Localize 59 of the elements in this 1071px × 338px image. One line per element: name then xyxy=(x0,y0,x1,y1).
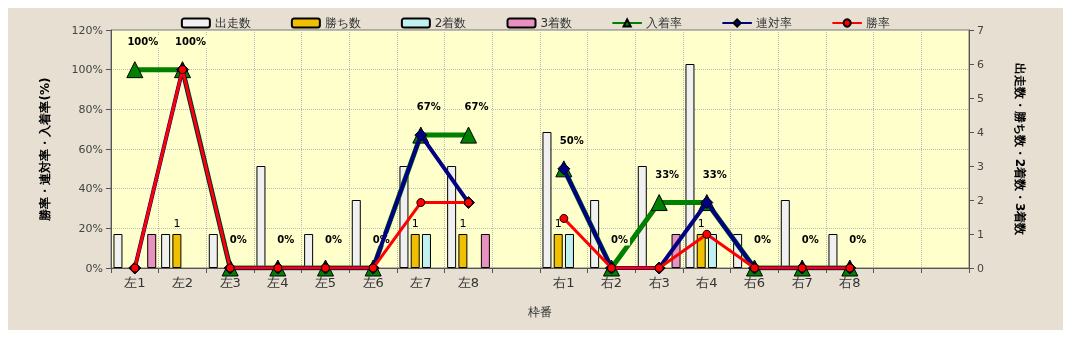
legend-label: 3着数 xyxy=(540,16,573,30)
data-label: 1 xyxy=(411,217,419,230)
data-label: 100% xyxy=(127,35,159,47)
legend-label: 2着数 xyxy=(434,16,467,30)
legend-label: 勝ち数 xyxy=(324,16,361,30)
x-tick-label: 左2 xyxy=(171,275,194,290)
x-tick-label: 左3 xyxy=(219,275,241,290)
data-label: 67% xyxy=(464,101,489,113)
data-label: 50% xyxy=(559,134,584,146)
data-label: 1 xyxy=(173,217,181,230)
y2-tick-label: 2 xyxy=(977,193,984,207)
y2-tick-label: 6 xyxy=(977,57,984,71)
data-label: 33% xyxy=(702,168,727,180)
y2-tick-label: 0 xyxy=(977,261,984,275)
y-tick-label: 100% xyxy=(71,63,103,77)
y2-tick-label: 5 xyxy=(977,91,984,105)
data-label: 0% xyxy=(325,234,342,245)
y-tick-label: 60% xyxy=(78,142,103,156)
x-tick-label: 左7 xyxy=(410,275,432,290)
x-tick-label: 左5 xyxy=(314,275,337,290)
data-label: 1 xyxy=(697,217,705,230)
legend-label: 勝率 xyxy=(866,16,891,30)
x-tick-label: 左1 xyxy=(124,275,146,290)
x-tick-label: 右6 xyxy=(743,275,766,290)
y-tick-label: 20% xyxy=(78,221,103,235)
legend-label: 入着率 xyxy=(646,16,683,30)
data-label: 0% xyxy=(277,234,295,245)
data-label: 33% xyxy=(655,168,680,180)
x-tick-label: 左4 xyxy=(267,275,289,290)
data-label: 0% xyxy=(801,234,819,245)
y-tick-label: 120% xyxy=(71,23,103,37)
x-tick-label: 右4 xyxy=(696,275,718,290)
data-label: 0% xyxy=(849,234,867,245)
x-tick-label: 左6 xyxy=(362,275,384,290)
y-tick-label: 40% xyxy=(78,182,103,196)
y-tick-label: 0% xyxy=(85,261,103,275)
x-tick-label: 右1 xyxy=(553,275,575,290)
y-tick-label: 80% xyxy=(78,102,103,116)
y2-tick-label: 4 xyxy=(977,125,984,139)
x-tick-label: 右8 xyxy=(839,275,861,290)
y2-tick-label: 7 xyxy=(977,23,984,37)
data-label: 67% xyxy=(416,101,441,113)
legend-label: 連対率 xyxy=(756,16,793,30)
x-tick-label: 右7 xyxy=(791,275,813,290)
x-tick-label: 左8 xyxy=(457,275,480,290)
y2-axis-title: 出走数・勝ち数・2着数・3着数 xyxy=(1013,62,1027,237)
data-label: 0% xyxy=(229,234,247,245)
legend-label: 出走数 xyxy=(214,16,251,30)
x-axis-title: 枠番 xyxy=(527,305,552,319)
data-label: 0% xyxy=(611,234,628,245)
data-label: 1 xyxy=(554,217,562,230)
x-tick-label: 右3 xyxy=(648,275,670,290)
y2-tick-label: 1 xyxy=(977,227,984,241)
data-label: 1 xyxy=(459,217,467,230)
data-label: 0% xyxy=(754,234,771,245)
x-tick-label: 右2 xyxy=(600,275,623,290)
data-label: 100% xyxy=(175,35,206,47)
y2-tick-label: 3 xyxy=(977,159,984,173)
y-axis-title: 勝率・連対率・入着率(%) xyxy=(38,77,52,222)
